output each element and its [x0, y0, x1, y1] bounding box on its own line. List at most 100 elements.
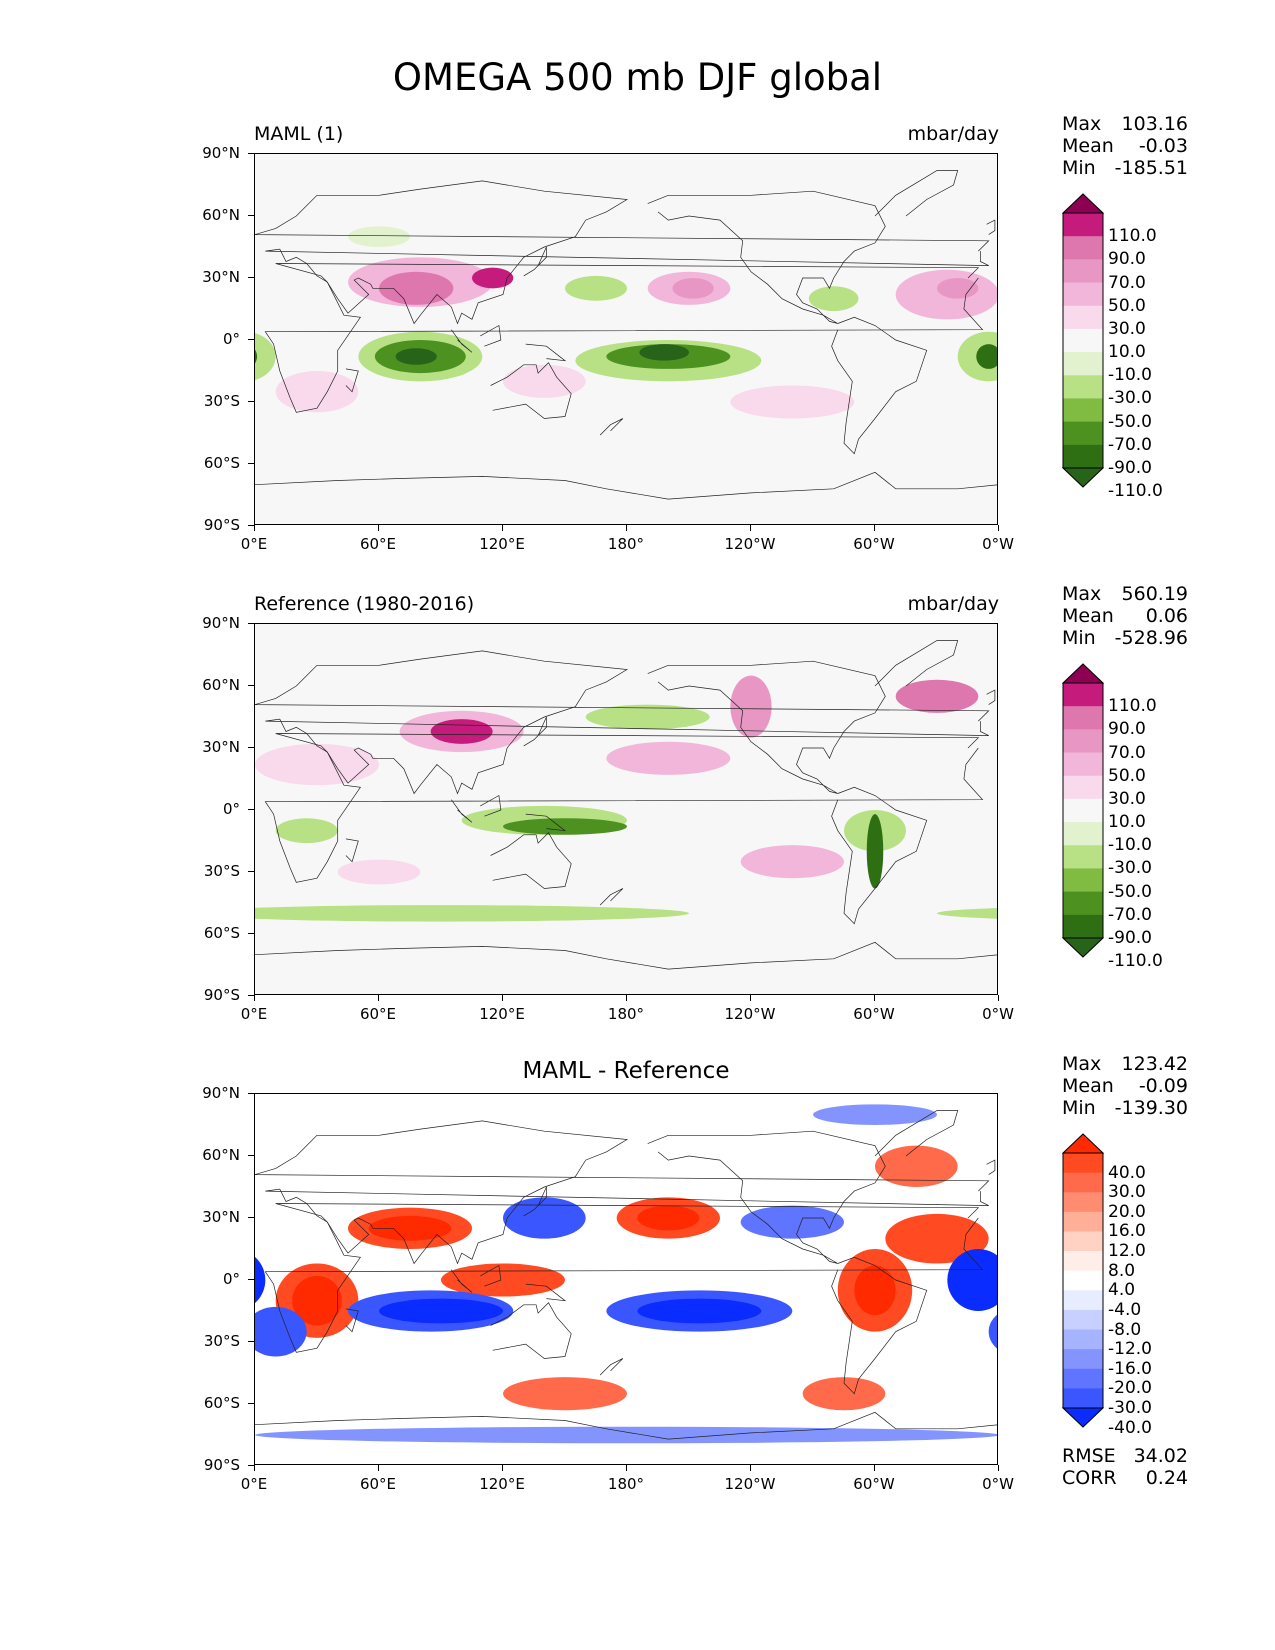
- stat-value: -139.30: [1114, 1097, 1188, 1119]
- lon-tickmark: [378, 1465, 379, 1471]
- lon-tick-label: 120°E: [479, 535, 525, 553]
- lon-tickmark: [750, 995, 751, 1001]
- contour-field: [255, 154, 997, 524]
- colorbar-tick-label: -16.0: [1108, 1358, 1152, 1379]
- lon-tick-label: 0°W: [982, 1005, 1014, 1023]
- stat-row: Max 560.19: [1062, 583, 1188, 605]
- lat-tickmark: [248, 525, 254, 526]
- summary-stats: Max 560.19 Mean 0.06 Min -528.96: [1062, 583, 1188, 649]
- lon-tickmark: [626, 1465, 627, 1471]
- stat-label: Min: [1062, 627, 1096, 649]
- lat-tickmark: [248, 1465, 254, 1466]
- colorbar-tick-label: 110.0: [1108, 696, 1157, 717]
- lat-tick-label: 30°S: [203, 1332, 240, 1350]
- panel-left-title: MAML (1): [254, 123, 344, 145]
- colorbar-tick-label: 30.0: [1108, 1182, 1146, 1203]
- stat-label: Min: [1062, 157, 1096, 179]
- colorbar-tick-label: -40.0: [1108, 1417, 1152, 1438]
- lat-tick-label: 90°S: [203, 516, 240, 534]
- lon-tickmark: [254, 525, 255, 531]
- lat-tickmark: [248, 1093, 254, 1094]
- coastlines: [255, 1110, 997, 1440]
- stat-value: 123.42: [1121, 1053, 1188, 1075]
- stat-label: Max: [1062, 1053, 1102, 1075]
- colorbar-tick-label: 10.0: [1108, 812, 1146, 833]
- lon-tickmark: [502, 525, 503, 531]
- colorbar-tick-label: -10.0: [1108, 835, 1152, 856]
- lat-tick-label: 30°S: [203, 392, 240, 410]
- stat-label: Mean: [1062, 1075, 1114, 1097]
- stat-row: Min -528.96: [1062, 627, 1188, 649]
- colorbar-tick-label: -8.0: [1108, 1319, 1142, 1340]
- lat-tickmark: [248, 1217, 254, 1218]
- lat-tick-label: 30°N: [202, 268, 240, 286]
- lon-tickmark: [998, 1465, 999, 1471]
- colorbar-tick-label: 70.0: [1108, 272, 1146, 293]
- colorbar-tick-label: -70.0: [1108, 434, 1152, 455]
- colorbar-svg: [1061, 1133, 1105, 1428]
- stat-value: -0.09: [1138, 1075, 1188, 1097]
- lon-tick-label: 60°E: [359, 535, 397, 553]
- lat-tick-label: 90°S: [203, 986, 240, 1004]
- lat-tick-label: 60°N: [202, 1146, 240, 1164]
- contour-field: [255, 624, 997, 994]
- stat-value: -528.96: [1114, 627, 1188, 649]
- colorbar-tick-label: -30.0: [1108, 1398, 1152, 1418]
- stat-label: RMSE: [1062, 1445, 1116, 1467]
- colorbar-tick-label: -50.0: [1108, 881, 1152, 902]
- lon-tickmark: [874, 1465, 875, 1471]
- figure-title: OMEGA 500 mb DJF global: [392, 56, 883, 99]
- map-plot: [254, 1093, 998, 1465]
- colorbar-tick-label: -30.0: [1108, 858, 1152, 879]
- stat-label: Max: [1062, 113, 1102, 135]
- lat-tickmark: [248, 995, 254, 996]
- stat-row: Mean 0.06: [1062, 605, 1188, 627]
- colorbar: [1061, 663, 1105, 958]
- lon-tickmark: [998, 995, 999, 1001]
- lon-tick-label: 0°W: [982, 535, 1014, 553]
- panel-center-title: MAML - Reference: [522, 1058, 730, 1084]
- colorbar-tick-label: 50.0: [1108, 295, 1146, 316]
- lat-tick-label: 60°S: [203, 454, 240, 472]
- panel-units: mbar/day: [907, 593, 999, 615]
- lat-tick-label: 30°N: [202, 738, 240, 756]
- lat-tickmark: [248, 463, 254, 464]
- lat-tickmark: [248, 215, 254, 216]
- colorbar: [1061, 1133, 1105, 1428]
- stat-value: 0.24: [1145, 1467, 1188, 1489]
- lat-tick-label: 0°: [222, 330, 240, 348]
- colorbar-tick-label: 90.0: [1108, 249, 1146, 270]
- lon-tick-label: 120°W: [724, 1475, 776, 1493]
- lon-tick-label: 0°E: [240, 535, 268, 553]
- lon-tick-label: 60°W: [853, 1475, 895, 1493]
- stat-label: CORR: [1062, 1467, 1117, 1489]
- colorbar-tick-label: -110.0: [1108, 951, 1163, 972]
- lat-tick-label: 60°N: [202, 206, 240, 224]
- lat-tick-label: 90°N: [202, 144, 240, 162]
- colorbar-svg: [1061, 663, 1105, 958]
- rmse-corr-stats: RMSE 34.02 CORR 0.24: [1062, 1445, 1188, 1489]
- map-svg: [255, 624, 997, 994]
- lon-tickmark: [254, 1465, 255, 1471]
- colorbar-tick-label: -12.0: [1108, 1339, 1152, 1360]
- lat-tickmark: [248, 1403, 254, 1404]
- lat-tickmark: [248, 339, 254, 340]
- lat-tickmark: [248, 1341, 254, 1342]
- colorbar-tick-label: 40.0: [1108, 1162, 1146, 1183]
- colorbar-tick-label: -70.0: [1108, 904, 1152, 925]
- colorbar-tick-label: 12.0: [1108, 1241, 1146, 1262]
- colorbar-tick-label: -90.0: [1108, 928, 1152, 948]
- lat-tick-label: 0°: [222, 800, 240, 818]
- lat-tickmark: [248, 401, 254, 402]
- stat-value: -185.51: [1114, 157, 1188, 179]
- colorbar-tick-label: -10.0: [1108, 365, 1152, 386]
- lat-tick-label: 60°S: [203, 924, 240, 942]
- panel-maml: MAML (1) mbar/day 90°N 60°N 30°N 0° 30°S 60°S 90…: [0, 110, 1275, 580]
- map-plot: [254, 623, 998, 995]
- lat-tickmark: [248, 871, 254, 872]
- colorbar-tick-label: -110.0: [1108, 481, 1163, 502]
- colorbar: [1061, 193, 1105, 488]
- lon-tickmark: [874, 995, 875, 1001]
- coastlines: [255, 170, 997, 500]
- lon-tick-label: 60°E: [359, 1475, 397, 1493]
